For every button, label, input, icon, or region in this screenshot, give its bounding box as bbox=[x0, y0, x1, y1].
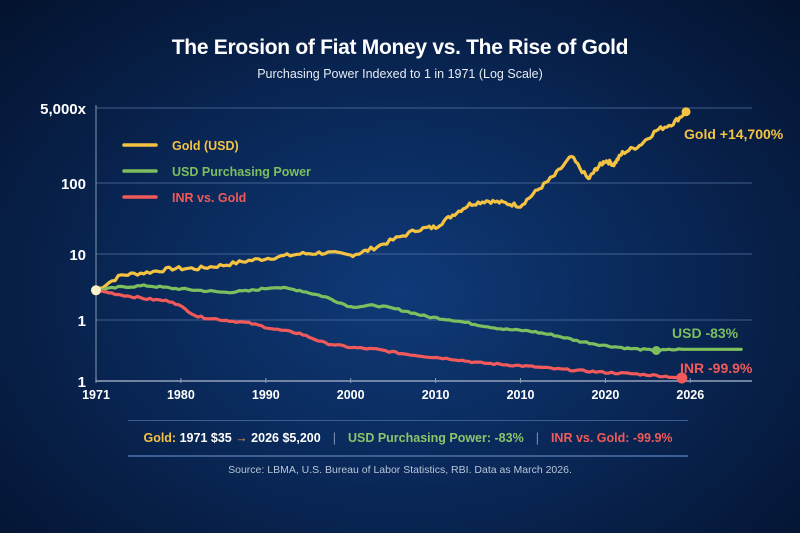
summary-gold-label: Gold: bbox=[143, 431, 177, 445]
usd-line bbox=[94, 283, 743, 353]
arrow-right-icon: → bbox=[235, 431, 248, 445]
x-tick-label: 1980 bbox=[167, 388, 195, 402]
gold-end-label: Gold +14,700% bbox=[684, 126, 784, 142]
inr-line bbox=[94, 288, 684, 380]
x-tick-label: 2000 bbox=[337, 388, 365, 402]
x-tick-label: 1990 bbox=[252, 388, 280, 402]
summary-bar: Gold: 1971 $35 → 2026 $5,200 | USD Purch… bbox=[128, 420, 688, 457]
gold-line bbox=[94, 110, 688, 292]
y-tick-label: 10 bbox=[69, 247, 86, 264]
chart-title: The Erosion of Fiat Money vs. The Rise o… bbox=[171, 36, 629, 59]
x-tick-label: 2010 bbox=[422, 388, 450, 402]
inr-end-label: INR -99.9% bbox=[680, 360, 753, 376]
usd-end-label: USD -83% bbox=[672, 325, 739, 341]
x-tick-label: 1971 bbox=[82, 388, 110, 402]
summary-inr-text: INR vs. Gold: -99.9% bbox=[550, 431, 673, 445]
source-note: Source: LBMA, U.S. Bureau of Labor Stati… bbox=[228, 464, 572, 476]
summary-separator: | bbox=[332, 431, 336, 445]
summary-usd-text: USD Purchasing Power: -83% bbox=[347, 431, 524, 445]
x-tick-label: 2010 bbox=[507, 388, 535, 402]
x-tick-label: 2026 bbox=[676, 388, 704, 402]
usd-end-point bbox=[651, 346, 661, 355]
gold-end-point bbox=[681, 107, 691, 117]
inr-end-point bbox=[676, 372, 688, 384]
legend-label: INR vs. Gold bbox=[172, 191, 246, 205]
summary-separator: | bbox=[535, 431, 539, 445]
chart-subtitle: Purchasing Power Indexed to 1 in 1971 (L… bbox=[257, 67, 543, 81]
x-tick-label: 2020 bbox=[591, 388, 619, 402]
summary-gold-text2: 2026 $5,200 bbox=[247, 431, 321, 445]
y-tick-label: 5,000x bbox=[40, 101, 87, 118]
summary-gold-text: 1971 $35 bbox=[176, 431, 236, 445]
y-tick-label: 100 bbox=[61, 176, 86, 193]
start-point bbox=[91, 285, 101, 296]
y-tick-label: 1 bbox=[78, 313, 86, 330]
legend-label: USD Purchasing Power bbox=[172, 165, 311, 179]
legend-label: Gold (USD) bbox=[172, 139, 239, 153]
y-tick-label: 1 bbox=[78, 374, 86, 391]
